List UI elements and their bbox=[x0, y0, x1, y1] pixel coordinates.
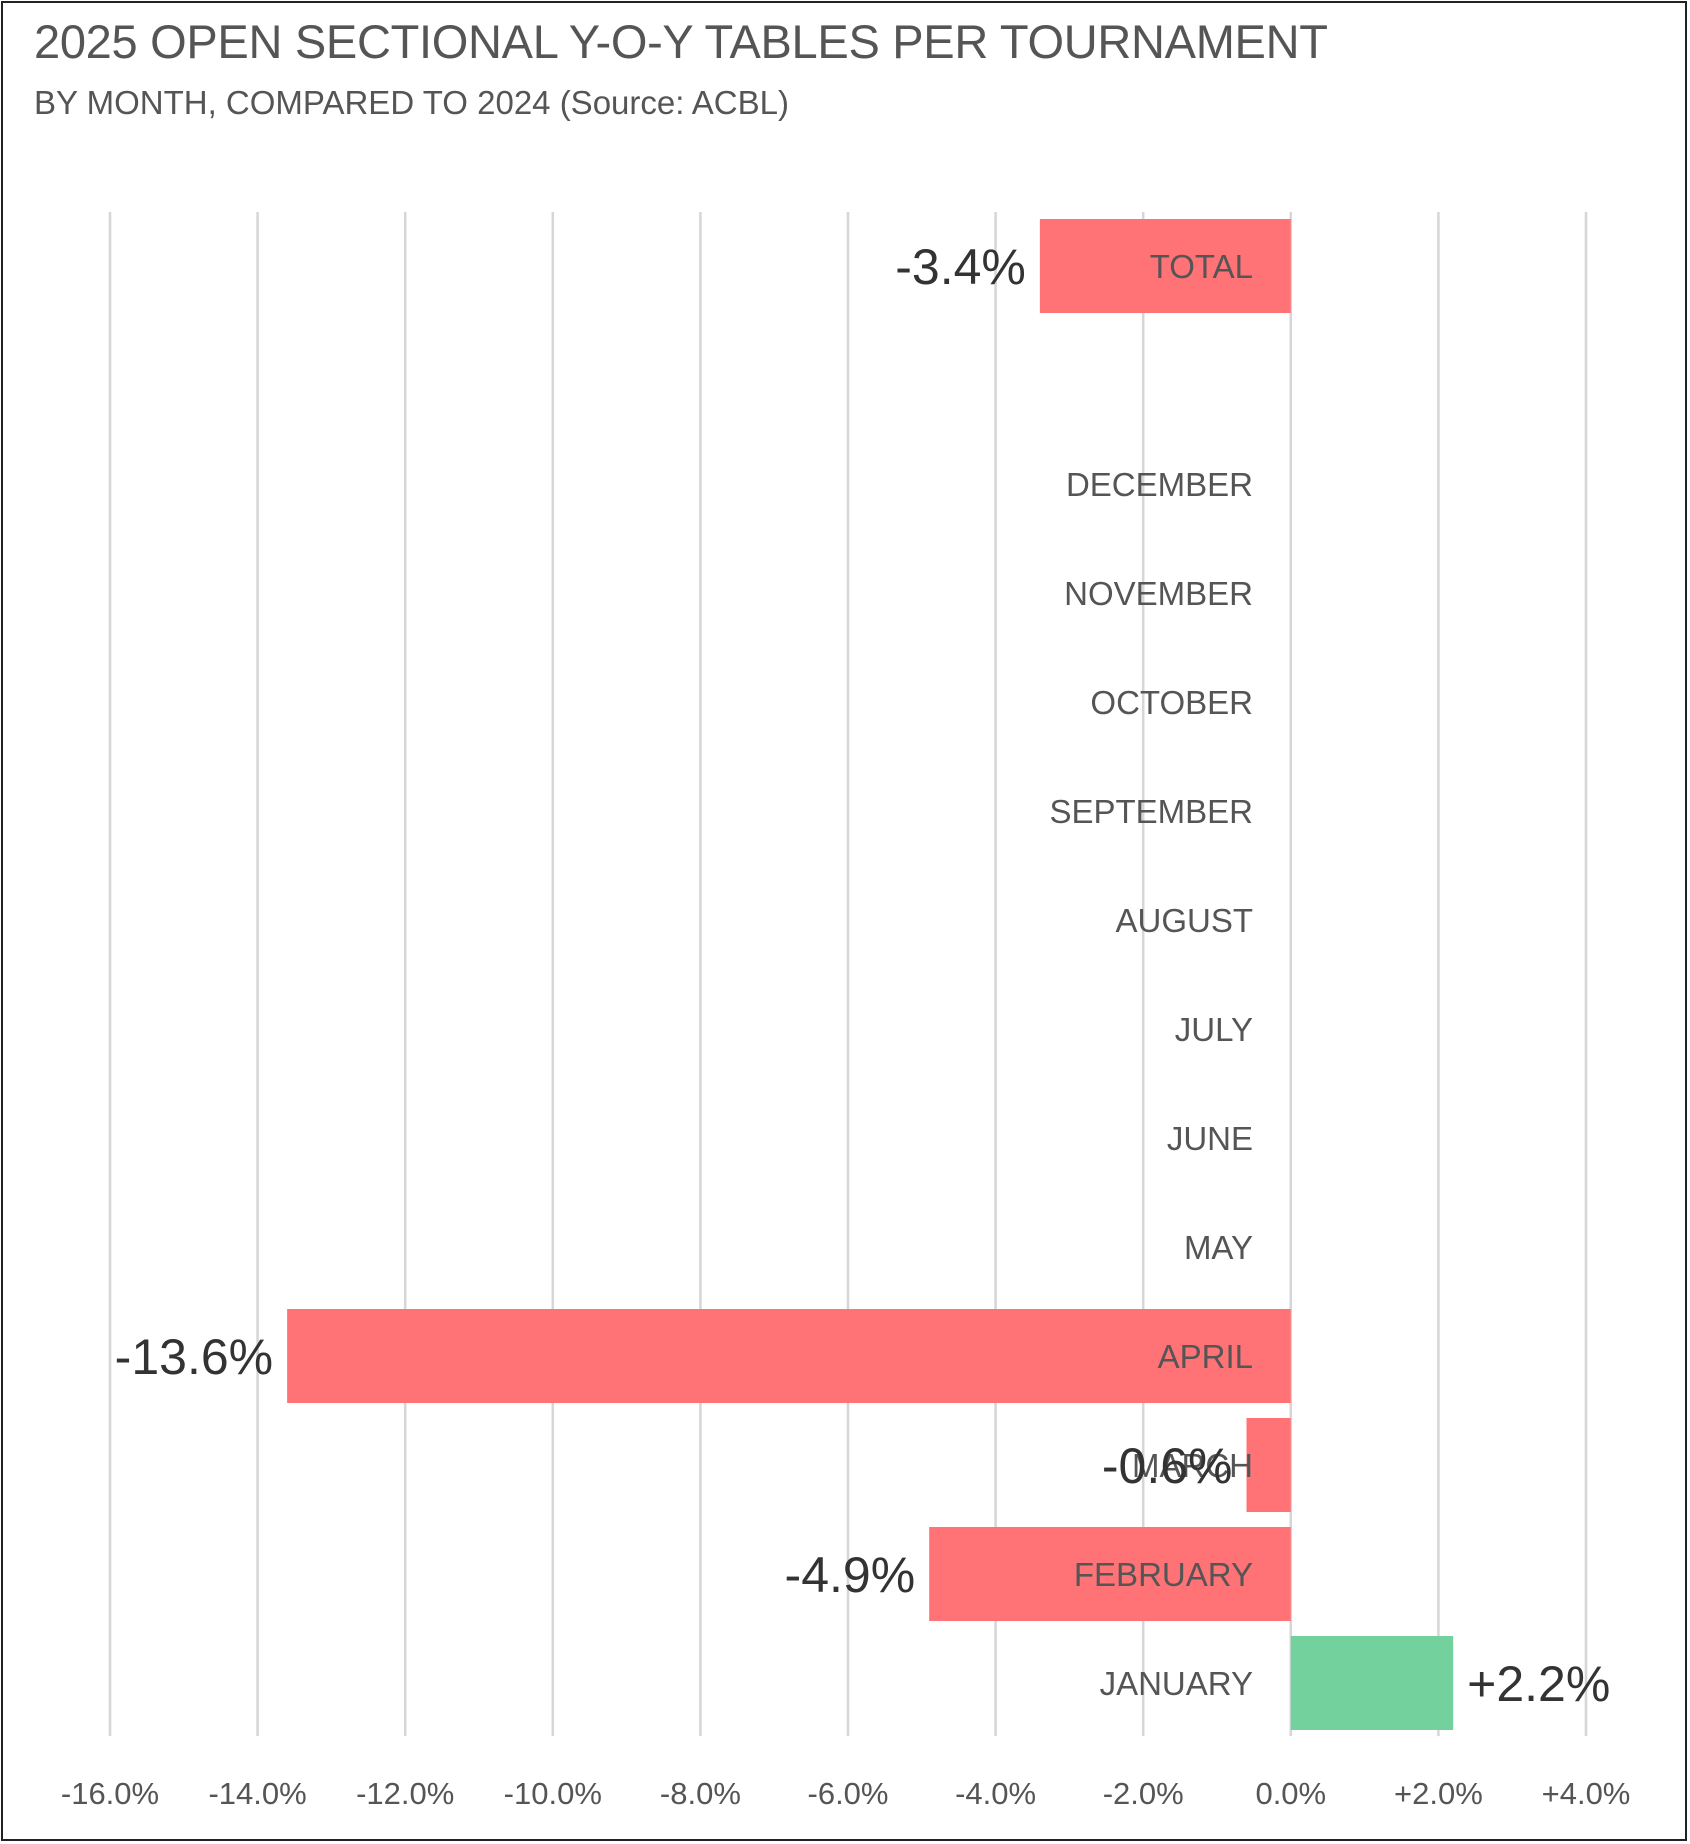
x-tick-label: -6.0% bbox=[808, 1776, 889, 1811]
category-label: DECEMBER bbox=[1066, 466, 1253, 503]
category-label: MARCH bbox=[1132, 1447, 1253, 1484]
data-label: -0.6% bbox=[1102, 1438, 1233, 1494]
x-tick-label: 0.0% bbox=[1255, 1776, 1326, 1811]
bar bbox=[1290, 1636, 1454, 1730]
bar-layer bbox=[287, 219, 1454, 1730]
bar bbox=[287, 1309, 1291, 1403]
category-label: FEBRUARY bbox=[1074, 1556, 1253, 1593]
grid-layer bbox=[108, 212, 1588, 1736]
x-tick-label: -2.0% bbox=[1103, 1776, 1184, 1811]
x-tick-label: +2.0% bbox=[1394, 1776, 1483, 1811]
x-tick-label: +4.0% bbox=[1542, 1776, 1631, 1811]
x-tick-label: -8.0% bbox=[660, 1776, 741, 1811]
category-label: TOTAL bbox=[1150, 248, 1253, 285]
category-label: OCTOBER bbox=[1090, 684, 1253, 721]
category-label: JULY bbox=[1175, 1011, 1253, 1048]
value-label-layer: -3.4% -13.6% -0.6% -4.9% +2.2% bbox=[115, 239, 1611, 1712]
category-label: JANUARY bbox=[1100, 1665, 1253, 1702]
category-label-layer: TOTAL DECEMBER NOVEMBER OCTOBER SEPTEMBER AUG… bbox=[1049, 248, 1253, 1702]
bar bbox=[1039, 219, 1291, 313]
chart-subtitle: BY MONTH, COMPARED TO 2024 (Source: ACBL… bbox=[34, 84, 789, 121]
x-tick-label: -16.0% bbox=[61, 1776, 159, 1811]
category-label: MAY bbox=[1184, 1229, 1253, 1266]
bar bbox=[1246, 1418, 1291, 1512]
category-label: APRIL bbox=[1158, 1338, 1253, 1375]
data-label: +2.2% bbox=[1467, 1656, 1610, 1712]
x-tick-label: -12.0% bbox=[356, 1776, 454, 1811]
x-tick-label: -4.0% bbox=[955, 1776, 1036, 1811]
x-tick-label: -10.0% bbox=[504, 1776, 602, 1811]
x-tick-label: -14.0% bbox=[208, 1776, 306, 1811]
data-label: -13.6% bbox=[115, 1329, 273, 1385]
data-label: -3.4% bbox=[895, 239, 1026, 295]
chart-title: 2025 OPEN SECTIONAL Y-O-Y TABLES PER TOU… bbox=[34, 15, 1328, 68]
category-label: NOVEMBER bbox=[1064, 575, 1253, 612]
data-label: -4.9% bbox=[785, 1547, 916, 1603]
tick-label-layer: -16.0% -14.0% -12.0% -10.0% -8.0% -6.0% -4.0% -… bbox=[61, 1776, 1631, 1811]
category-label: JUNE bbox=[1167, 1120, 1253, 1157]
category-label: SEPTEMBER bbox=[1049, 793, 1253, 830]
category-label: AUGUST bbox=[1115, 902, 1253, 939]
bar bbox=[929, 1527, 1291, 1621]
